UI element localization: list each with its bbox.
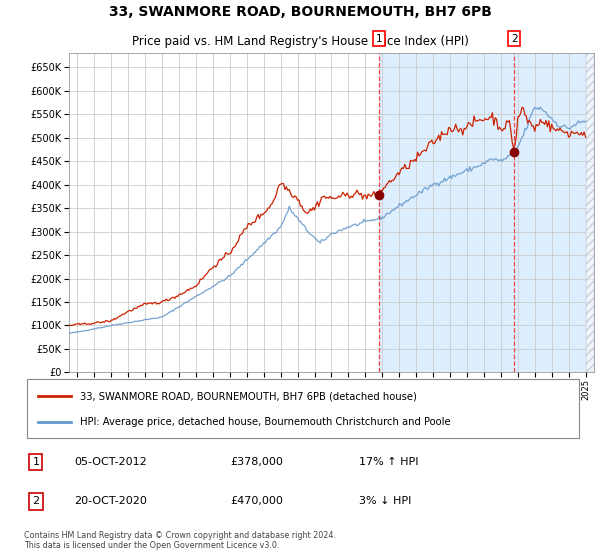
Bar <box>379 53 594 372</box>
Text: 1: 1 <box>32 458 40 468</box>
Text: 3% ↓ HPI: 3% ↓ HPI <box>359 496 411 506</box>
Text: £378,000: £378,000 <box>230 458 283 468</box>
Text: 1: 1 <box>376 34 382 44</box>
Text: HPI: Average price, detached house, Bournemouth Christchurch and Poole: HPI: Average price, detached house, Bour… <box>80 417 451 427</box>
FancyBboxPatch shape <box>27 379 579 438</box>
Text: 05-OCT-2012: 05-OCT-2012 <box>74 458 147 468</box>
Text: 2: 2 <box>32 496 40 506</box>
Text: 2: 2 <box>511 34 518 44</box>
Text: 33, SWANMORE ROAD, BOURNEMOUTH, BH7 6PB: 33, SWANMORE ROAD, BOURNEMOUTH, BH7 6PB <box>109 4 491 18</box>
Text: Price paid vs. HM Land Registry's House Price Index (HPI): Price paid vs. HM Land Registry's House … <box>131 35 469 48</box>
Text: 33, SWANMORE ROAD, BOURNEMOUTH, BH7 6PB (detached house): 33, SWANMORE ROAD, BOURNEMOUTH, BH7 6PB … <box>80 391 416 402</box>
Bar <box>586 53 594 372</box>
Text: Contains HM Land Registry data © Crown copyright and database right 2024.
This d: Contains HM Land Registry data © Crown c… <box>24 531 336 550</box>
Text: 20-OCT-2020: 20-OCT-2020 <box>74 496 147 506</box>
Text: £470,000: £470,000 <box>230 496 283 506</box>
Text: 17% ↑ HPI: 17% ↑ HPI <box>359 458 418 468</box>
